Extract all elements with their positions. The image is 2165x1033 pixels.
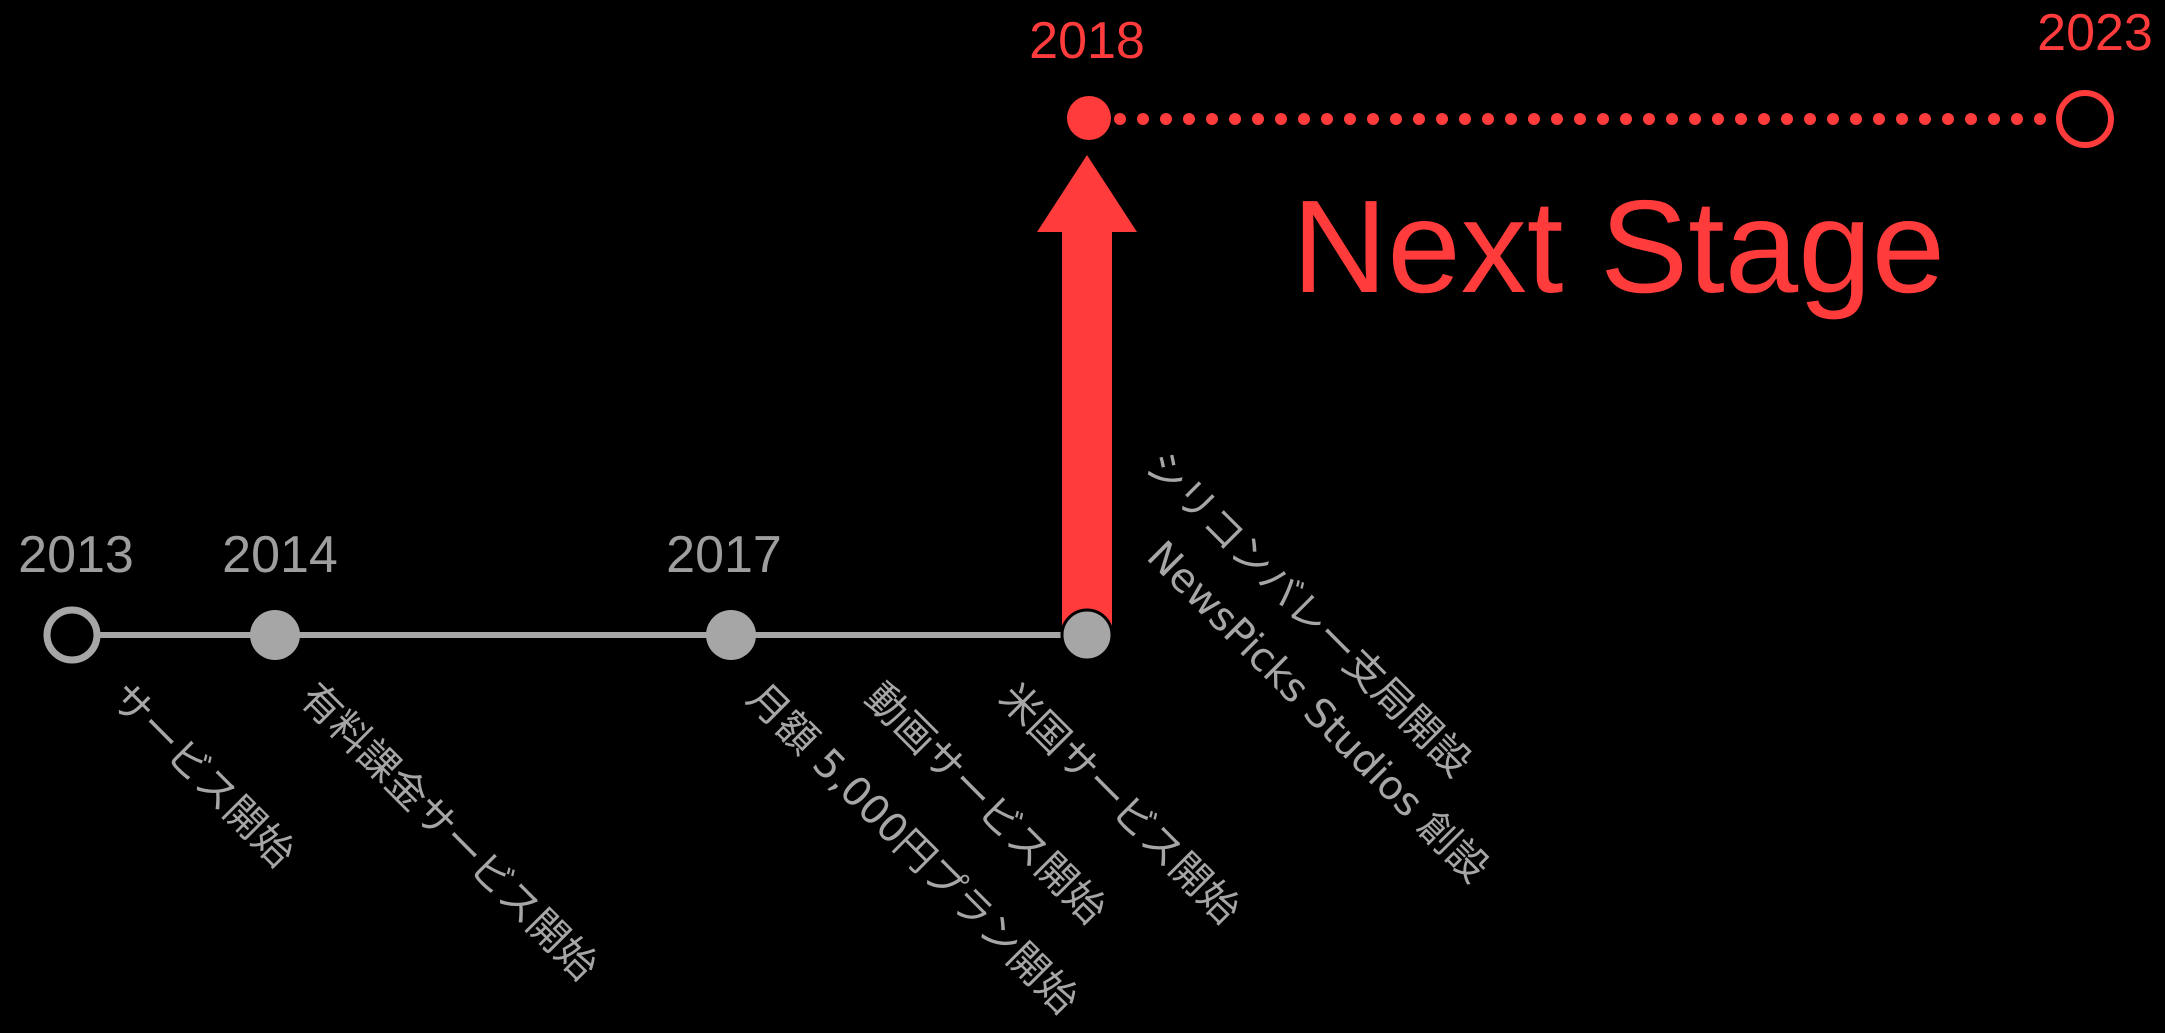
future-dot (1528, 113, 1540, 125)
future-dot (1758, 113, 1770, 125)
node-2023-hollow (2056, 90, 2114, 148)
future-dot (1643, 113, 1655, 125)
node-2018-gray (1060, 608, 1114, 662)
arrow-head (1037, 155, 1137, 232)
future-dot (1551, 113, 1563, 125)
year-2014-label: 2014 (222, 526, 338, 584)
future-dot (1413, 113, 1425, 125)
future-dot (1804, 113, 1816, 125)
future-dot (1620, 113, 1632, 125)
future-dot (1597, 113, 1609, 125)
arrow-stem (1062, 228, 1112, 626)
node-2013-hollow (43, 606, 101, 664)
node-2017 (706, 610, 756, 660)
future-dot (1114, 113, 1126, 125)
future-dot (1666, 113, 1678, 125)
event-2014-label: 有料課金サービス開始 (291, 675, 606, 990)
future-dot (1873, 113, 1885, 125)
future-dot (1689, 113, 1701, 125)
future-dot (2011, 113, 2023, 125)
future-dot (1712, 113, 1724, 125)
future-dot (1344, 113, 1356, 125)
future-dot (2034, 113, 2046, 125)
future-dot (1505, 113, 1517, 125)
year-2018-label: 2018 (1029, 12, 1145, 70)
future-dot (1781, 113, 1793, 125)
future-dot (1206, 113, 1218, 125)
future-dot (1367, 113, 1379, 125)
year-2013-label: 2013 (18, 526, 134, 584)
node-2014 (250, 610, 300, 660)
future-dot (1919, 113, 1931, 125)
future-dot (1321, 113, 1333, 125)
future-dot (1229, 113, 1241, 125)
future-dot (1390, 113, 1402, 125)
future-dot (1850, 113, 1862, 125)
future-dotted-line (1114, 113, 2046, 125)
year-2023-label: 2023 (2037, 4, 2153, 62)
next-stage-headline: Next Stage (1292, 173, 1945, 320)
future-dot (1482, 113, 1494, 125)
year-2017-label: 2017 (666, 526, 782, 584)
future-dot (1183, 113, 1195, 125)
future-dot (1574, 113, 1586, 125)
future-dot (1942, 113, 1954, 125)
future-dot (1827, 113, 1839, 125)
future-dot (1965, 113, 1977, 125)
event-2017-us-label: 米国サービス開始 (990, 675, 1249, 934)
future-dot (1137, 113, 1149, 125)
future-dot (1160, 113, 1172, 125)
future-dot (1459, 113, 1471, 125)
event-2013-label: サービス開始 (101, 675, 303, 877)
future-dot (1252, 113, 1264, 125)
future-dot (1436, 113, 1448, 125)
node-2018-red (1067, 96, 1111, 140)
future-dot (1735, 113, 1747, 125)
event-2018-studios-label: NewsPicks Studios 創設 (1138, 533, 1497, 892)
future-dot (1988, 113, 2000, 125)
future-dot (1298, 113, 1310, 125)
future-dot (1275, 113, 1287, 125)
future-dot (1896, 113, 1908, 125)
